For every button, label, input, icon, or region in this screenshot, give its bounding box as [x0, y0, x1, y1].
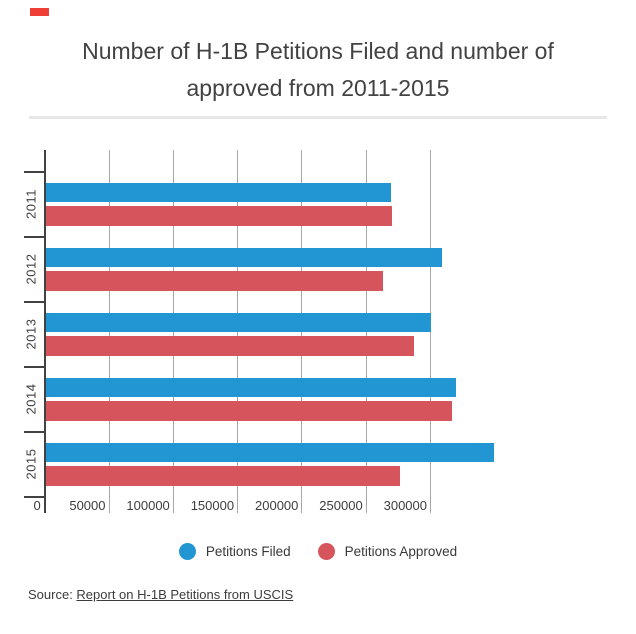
y-axis-label-2015: 2015: [23, 448, 38, 480]
chart-title: Number of H-1B Petitions Filed and numbe…: [0, 33, 636, 107]
bar-2011-filed: [45, 182, 391, 202]
chart-title-line1: Number of H-1B Petitions Filed and numbe…: [82, 38, 554, 64]
x-axis-label-50000: 50000: [69, 498, 106, 513]
bar-2012-approved: [45, 271, 384, 291]
bar-2014-approved: [45, 401, 452, 421]
bar-2014-filed: [45, 377, 456, 397]
category-tick: [24, 430, 44, 433]
x-axis-label-250000: 250000: [319, 498, 363, 513]
y-axis-label-2013: 2013: [23, 318, 38, 350]
top-left-red-mark: [30, 8, 49, 16]
source-prefix: Source:: [28, 587, 77, 602]
y-axis-label-2012: 2012: [23, 253, 38, 285]
x-axis-label-200000: 200000: [255, 498, 299, 513]
bar-2011-approved: [45, 206, 393, 226]
x-axis-label-100000: 100000: [126, 498, 170, 513]
bar-2015-filed: [45, 442, 494, 462]
chart-legend: Petitions Filed Petitions Approved: [0, 541, 636, 561]
x-axis-label-0: 0: [33, 498, 41, 513]
source-line: Source: Report on H-1B Petitions from US…: [28, 587, 293, 602]
y-axis-label-2014: 2014: [23, 383, 38, 415]
y-axis-line: [43, 150, 46, 513]
bar-2015-approved: [45, 466, 400, 486]
legend-item-petitions-filed[interactable]: Petitions Filed: [178, 542, 291, 560]
bar-2013-approved: [45, 336, 415, 356]
legend-swatch-approved-icon: [317, 542, 335, 560]
bar-2012-filed: [45, 247, 442, 267]
bar-2013-filed: [45, 312, 431, 332]
legend-swatch-filed-icon: [178, 542, 196, 560]
title-divider: [29, 116, 607, 119]
source-link[interactable]: Report on H-1B Petitions from USCIS: [76, 587, 294, 602]
legend-item-petitions-approved[interactable]: Petitions Approved: [317, 542, 458, 560]
x-axis-label-150000: 150000: [190, 498, 235, 513]
legend-label-approved: Petitions Approved: [344, 543, 458, 559]
category-tick: [24, 300, 44, 303]
category-tick: [24, 495, 44, 498]
x-axis-label-300000: 300000: [383, 498, 427, 513]
category-tick: [24, 235, 44, 238]
category-tick: [24, 365, 44, 368]
chart-title-line2: approved from 2011-2015: [186, 75, 450, 101]
category-tick: [24, 170, 44, 173]
y-axis-label-2011: 2011: [23, 189, 38, 219]
legend-label-filed: Petitions Filed: [205, 543, 291, 559]
